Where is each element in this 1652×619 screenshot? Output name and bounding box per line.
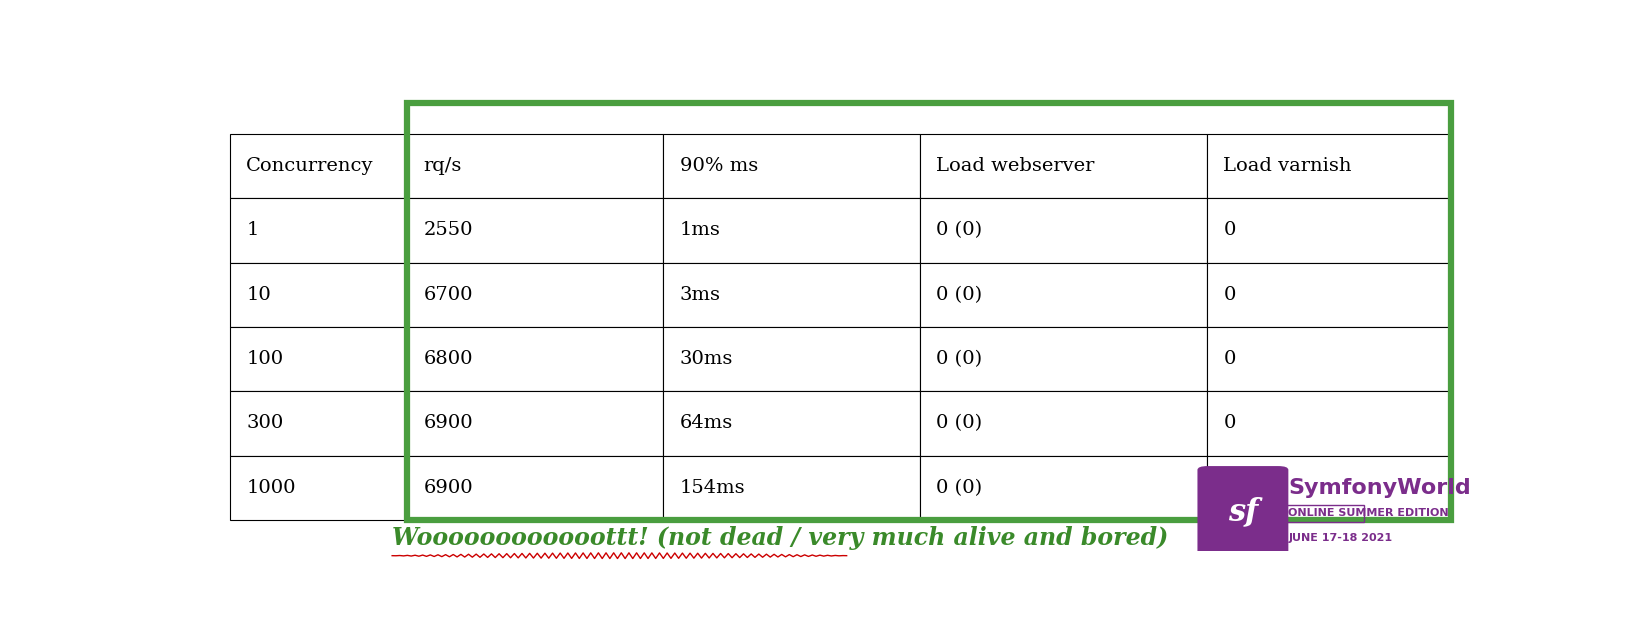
Text: 90% ms: 90% ms: [679, 157, 758, 175]
Text: rq/s: rq/s: [423, 157, 461, 175]
Bar: [920, 391, 1206, 456]
Bar: [406, 198, 662, 262]
Bar: [406, 327, 662, 391]
Text: 0 (0): 0 (0): [937, 286, 983, 304]
Bar: [662, 391, 920, 456]
Text: 0: 0: [1224, 350, 1236, 368]
Bar: [920, 262, 1206, 327]
Text: 300: 300: [246, 414, 284, 433]
Text: sf: sf: [1227, 496, 1259, 527]
Text: JUNE 17-18 2021: JUNE 17-18 2021: [1289, 534, 1393, 543]
Bar: [1206, 456, 1450, 520]
FancyBboxPatch shape: [1198, 466, 1289, 557]
Text: 0 (0): 0 (0): [937, 222, 983, 240]
Text: ONLINE SUMMER EDITION: ONLINE SUMMER EDITION: [1289, 508, 1449, 518]
Text: Load varnish: Load varnish: [1224, 157, 1351, 175]
Bar: [662, 198, 920, 262]
Bar: [1206, 327, 1450, 391]
Bar: [406, 103, 1450, 520]
Text: 6900: 6900: [423, 478, 472, 497]
Text: 6900: 6900: [423, 414, 472, 433]
Bar: [230, 456, 406, 520]
Bar: [230, 391, 406, 456]
Bar: [230, 262, 406, 327]
Text: 6700: 6700: [423, 286, 472, 304]
Bar: [920, 327, 1206, 391]
Text: 1ms: 1ms: [679, 222, 720, 240]
Text: Load webserver: Load webserver: [937, 157, 1095, 175]
Bar: [662, 262, 920, 327]
Bar: [230, 134, 406, 198]
Bar: [230, 327, 406, 391]
Text: Woooooooooooottt! (not dead / very much alive and bored): Woooooooooooottt! (not dead / very much …: [392, 526, 1168, 550]
Text: Concurrency: Concurrency: [246, 157, 373, 175]
Bar: [920, 134, 1206, 198]
Bar: [1206, 198, 1450, 262]
Bar: [1206, 262, 1450, 327]
Text: 3ms: 3ms: [679, 286, 720, 304]
Bar: [406, 262, 662, 327]
Bar: [662, 456, 920, 520]
Text: 10: 10: [246, 286, 271, 304]
Text: SymfonyWorld: SymfonyWorld: [1289, 478, 1470, 498]
Bar: [230, 198, 406, 262]
Text: 1: 1: [246, 222, 259, 240]
Text: 0 (0): 0 (0): [937, 478, 983, 497]
Text: 100: 100: [246, 350, 282, 368]
Bar: [406, 456, 662, 520]
Bar: [406, 134, 662, 198]
Text: 154ms: 154ms: [679, 478, 745, 497]
Bar: [920, 456, 1206, 520]
Text: 1000: 1000: [246, 478, 296, 497]
Bar: [1206, 391, 1450, 456]
Bar: [662, 327, 920, 391]
Bar: [406, 391, 662, 456]
Text: 30ms: 30ms: [679, 350, 733, 368]
Text: 2550: 2550: [423, 222, 472, 240]
Text: 0: 0: [1224, 414, 1236, 433]
Text: 0 (0): 0 (0): [937, 350, 983, 368]
Bar: [920, 198, 1206, 262]
Text: 0: 0: [1224, 222, 1236, 240]
Bar: [1206, 134, 1450, 198]
Text: 6800: 6800: [423, 350, 472, 368]
Text: 0,15: 0,15: [1224, 478, 1267, 497]
Bar: [662, 134, 920, 198]
Text: 0 (0): 0 (0): [937, 414, 983, 433]
Text: 64ms: 64ms: [679, 414, 733, 433]
Text: 0: 0: [1224, 286, 1236, 304]
